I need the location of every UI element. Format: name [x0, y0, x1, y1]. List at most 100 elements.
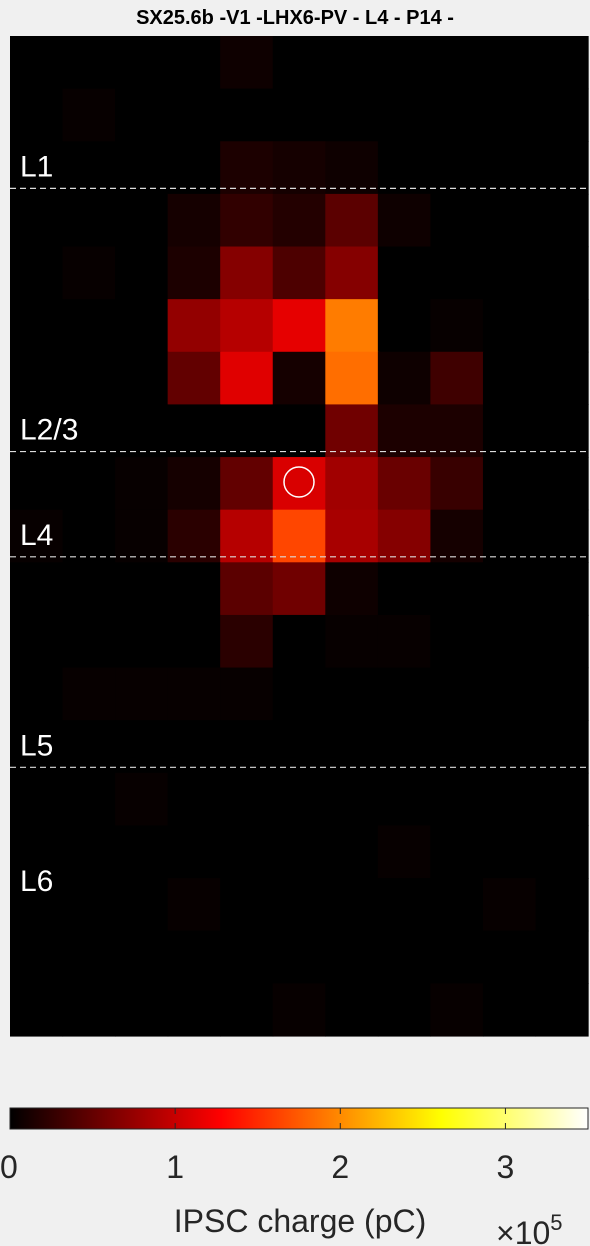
heatmap-cell	[535, 878, 589, 932]
heatmap-cell	[167, 457, 221, 511]
heatmap-cell	[430, 351, 484, 406]
heatmap-cell	[377, 562, 431, 616]
heatmap-cell	[10, 667, 64, 721]
heatmap-cell	[272, 720, 326, 774]
heatmap-cell	[325, 562, 379, 616]
heatmap-cell	[482, 299, 537, 353]
heatmap-cell	[62, 36, 116, 90]
heatmap-cell	[167, 36, 221, 90]
heatmap-cell	[325, 193, 379, 248]
heatmap-cell	[325, 667, 379, 721]
heatmap-cell	[62, 193, 116, 248]
heatmap-cell	[430, 299, 484, 353]
heatmap-cell	[62, 772, 116, 827]
heatmap-cell	[62, 299, 116, 353]
heatmap-cell	[272, 667, 326, 721]
heatmap-cell	[430, 193, 484, 248]
heatmap-cell	[115, 141, 169, 195]
heatmap-cell	[115, 36, 169, 90]
heatmap-cell	[430, 457, 484, 511]
heatmap-cell	[377, 825, 431, 879]
heatmap-cell	[62, 878, 116, 932]
heatmap-cell	[325, 457, 379, 511]
colorbar-tick-label: 3	[497, 1149, 515, 1185]
heatmap-cell	[482, 351, 537, 406]
heatmap-cell	[377, 772, 431, 827]
heatmap-cell	[62, 141, 116, 195]
heatmap-cell	[325, 614, 379, 669]
heatmap-cell	[430, 930, 484, 984]
heatmap-cell	[325, 825, 379, 879]
heatmap-cell	[62, 983, 116, 1037]
heatmap-cell	[430, 983, 484, 1037]
heatmap-cell	[62, 246, 116, 300]
heatmap-cell	[535, 351, 589, 406]
heatmap-cell	[115, 614, 169, 669]
heatmap-cell	[377, 614, 431, 669]
heatmap-cell	[535, 772, 589, 827]
heatmap-cell	[430, 667, 484, 721]
heatmap-cell	[535, 36, 589, 90]
heatmap-cell	[167, 193, 221, 248]
heatmap-cell	[272, 878, 326, 932]
heatmap-cell	[220, 299, 274, 353]
heatmap-cell	[272, 614, 326, 669]
colorbar-exponent-prefix: ×10	[496, 1215, 550, 1246]
heatmap-cell	[167, 562, 221, 616]
heatmap-cell	[325, 404, 379, 458]
heatmap-cell	[167, 930, 221, 984]
heatmap-cell	[430, 509, 484, 563]
heatmap-cell	[62, 667, 116, 721]
colorbar-ticks: 0 1 2 3	[0, 1108, 514, 1185]
heatmap-cell	[272, 930, 326, 984]
heatmap-cell	[220, 930, 274, 984]
heatmap-cell	[62, 404, 116, 458]
heatmap-cell	[377, 930, 431, 984]
heatmap-cell	[167, 404, 221, 458]
layer-label: L5	[20, 729, 53, 762]
heatmap-cell	[535, 667, 589, 721]
heatmap-cell	[430, 825, 484, 879]
heatmap-cell	[167, 141, 221, 195]
heatmap-cell	[10, 614, 64, 669]
heatmap-cell	[377, 141, 431, 195]
heatmap-cell	[535, 983, 589, 1037]
layer-label: L1	[20, 150, 53, 183]
heatmap-cell	[220, 878, 274, 932]
heatmap-cell	[115, 930, 169, 984]
heatmap-cell	[535, 562, 589, 616]
heatmap-cell	[10, 878, 64, 932]
heatmap-cell	[325, 930, 379, 984]
chart-title: SX25.6b -V1 -LHX6-PV - L4 - P14 -	[136, 7, 454, 29]
heatmap-cell	[430, 36, 484, 90]
heatmap-cell	[220, 614, 274, 669]
heatmap-cell	[325, 299, 379, 353]
heatmap-cell	[482, 667, 537, 721]
colorbar-tick-label: 1	[166, 1149, 184, 1185]
heatmap-cell	[62, 457, 116, 511]
heatmap-cell	[482, 983, 537, 1037]
heatmap-cell	[115, 983, 169, 1037]
colorbar-label: IPSC charge (pC)	[174, 1203, 427, 1239]
heatmap-cell	[167, 983, 221, 1037]
heatmap-cell	[115, 457, 169, 511]
heatmap-cell	[115, 404, 169, 458]
layer-label: L6	[20, 865, 53, 898]
heatmap-cell	[482, 88, 537, 142]
heatmap-cell	[10, 562, 64, 616]
heatmap-cell	[325, 246, 379, 300]
heatmap-cell	[115, 772, 169, 827]
colorbar-tick-label: 0	[0, 1149, 18, 1185]
heatmap-cell	[167, 246, 221, 300]
heatmap-cell	[62, 930, 116, 984]
heatmap-cell	[10, 509, 64, 563]
heatmap-cell	[535, 193, 589, 248]
heatmap-cell	[377, 667, 431, 721]
layer-label: L4	[20, 519, 53, 552]
heatmap-cell	[272, 299, 326, 353]
heatmap-cell	[10, 351, 64, 406]
heatmap-cell	[482, 141, 537, 195]
heatmap-cell	[167, 667, 221, 721]
heatmap-cell	[272, 246, 326, 300]
